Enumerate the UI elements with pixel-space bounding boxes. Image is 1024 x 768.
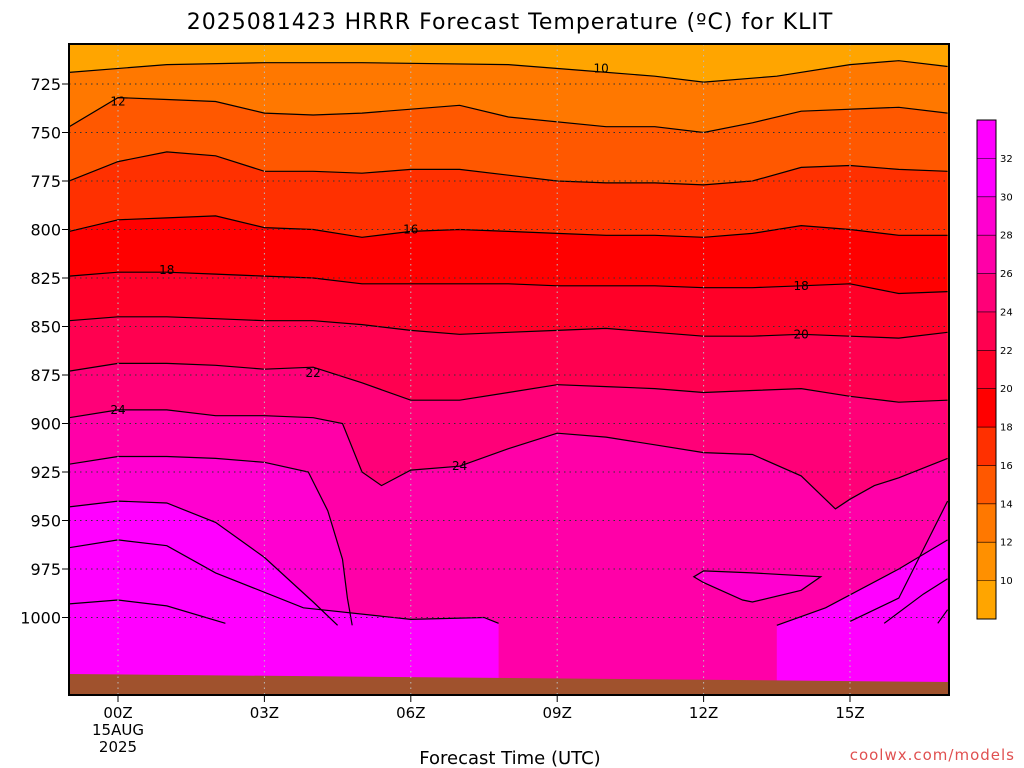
x-tick-label-15-0: 15Z [835, 704, 864, 722]
colorbar-segment-4 [977, 427, 996, 466]
x-tick-label-0-2: 2025 [99, 738, 137, 756]
grid-layer [69, 44, 949, 695]
contour-line-18-4 [69, 271, 948, 295]
x-tick-label-0-1: 15AUG [92, 721, 144, 739]
colorbar-segment-2 [977, 503, 996, 543]
y-tick-label-775: 775 [30, 172, 61, 191]
colorbar-segment-0 [977, 580, 996, 620]
y-tick-label-875: 875 [30, 366, 61, 385]
colorbar-label-10: 10 [1000, 576, 1013, 587]
contour-line-14-2 [69, 151, 948, 186]
colorbar-segment-11 [977, 158, 996, 198]
colorbar-segment-8 [977, 273, 996, 313]
terrain-strip [69, 674, 949, 695]
x-tick-label-6-0: 06Z [396, 704, 425, 722]
contour-line-16-3 [69, 215, 948, 238]
contour-line-30-13 [883, 578, 948, 624]
x-tick-label-12-0: 12Z [689, 704, 718, 722]
contour-label-6: 22 [306, 366, 321, 380]
colorbar-label-30: 30 [1000, 192, 1013, 203]
colorbar-segment-3 [977, 465, 996, 505]
contour-label-8: 24 [452, 459, 467, 473]
contour-line-26-9 [849, 500, 949, 622]
y-tick-label-825: 825 [30, 269, 61, 288]
colorbar-label-14: 14 [1000, 499, 1013, 510]
y-axis: 725 750 775 800 825 850 875 900 925 950 975 1000 [20, 75, 69, 628]
contour-label-0: 10 [593, 61, 608, 75]
colorbar-label-24: 24 [1000, 307, 1013, 318]
contour-line-22-6 [69, 362, 948, 403]
y-tick-label-975: 975 [30, 560, 61, 579]
colorbar-label-16: 16 [1000, 461, 1013, 472]
y-tick-label-850: 850 [30, 318, 61, 337]
x-tick-label-3-0: 03Z [250, 704, 279, 722]
colorbar-label-28: 28 [1000, 231, 1013, 242]
contour-label-5: 20 [794, 327, 809, 341]
fill-band-32-14 [69, 600, 226, 695]
colorbar-segment-6 [977, 350, 996, 390]
contour-label-layer: 10 12 16 18 18 20 22 24 24 [110, 61, 808, 473]
y-tick-label-1000: 1000 [20, 609, 61, 628]
fill-band-32-15 [937, 609, 948, 695]
contour-line-10-0 [69, 60, 948, 83]
colorbar-segment-5 [977, 388, 996, 428]
contour-label-2: 16 [403, 223, 418, 237]
contour-line-12-1 [69, 96, 948, 134]
contour-closed-26-0 [692, 570, 823, 603]
contour-line-layer [69, 60, 949, 626]
contour-label-3: 18 [159, 263, 174, 277]
colorbar-segment-9 [977, 235, 996, 275]
colorbar-label-12: 12 [1000, 538, 1013, 549]
colorbar-segment-1 [977, 542, 996, 582]
colorbar: 10 12 14 16 18 20 22 24 26 28 30 32 [976, 119, 1013, 620]
colorbar-label-26: 26 [1000, 269, 1013, 280]
y-tick-label-925: 925 [30, 463, 61, 482]
credit-text: coolwx.com/models [850, 746, 1015, 764]
colorbar-segment-12 [977, 120, 996, 159]
contour-line-28-11 [776, 539, 948, 626]
contour-line-20-5 [69, 316, 948, 339]
colorbar-label-20: 20 [1000, 384, 1013, 395]
y-tick-label-900: 900 [30, 415, 61, 434]
fill-closed-26-0 [693, 570, 821, 602]
chart-title: 2025081423 HRRR Forecast Temperature (ºC… [187, 10, 834, 35]
y-tick-label-750: 750 [30, 124, 61, 143]
y-tick-label-725: 725 [30, 75, 61, 94]
colorbar-label-32: 32 [1000, 154, 1013, 165]
y-tick-label-950: 950 [30, 512, 61, 531]
contour-label-4: 18 [794, 279, 809, 293]
x-tick-label-9-0: 09Z [543, 704, 572, 722]
contour-label-1: 12 [110, 94, 125, 108]
x-axis-title: Forecast Time (UTC) [419, 748, 600, 768]
colorbar-label-22: 22 [1000, 346, 1013, 357]
contour-line-32-14 [69, 599, 226, 624]
contour-label-7: 24 [110, 403, 125, 417]
temperature-fill-layer [69, 44, 949, 695]
x-tick-label-0-0: 00Z [103, 704, 132, 722]
colorbar-label-18: 18 [1000, 423, 1013, 434]
contour-line-26-8 [69, 455, 353, 626]
plot-frame [68, 43, 950, 696]
colorbar-segment-7 [977, 311, 996, 351]
colorbar-frame [976, 119, 997, 620]
y-tick-label-800: 800 [30, 221, 61, 240]
fill-band-30-13 [884, 578, 948, 695]
colorbar-segment-10 [977, 196, 996, 236]
contour-line-32-15 [937, 609, 949, 624]
contour-line-24-7 [69, 409, 948, 510]
